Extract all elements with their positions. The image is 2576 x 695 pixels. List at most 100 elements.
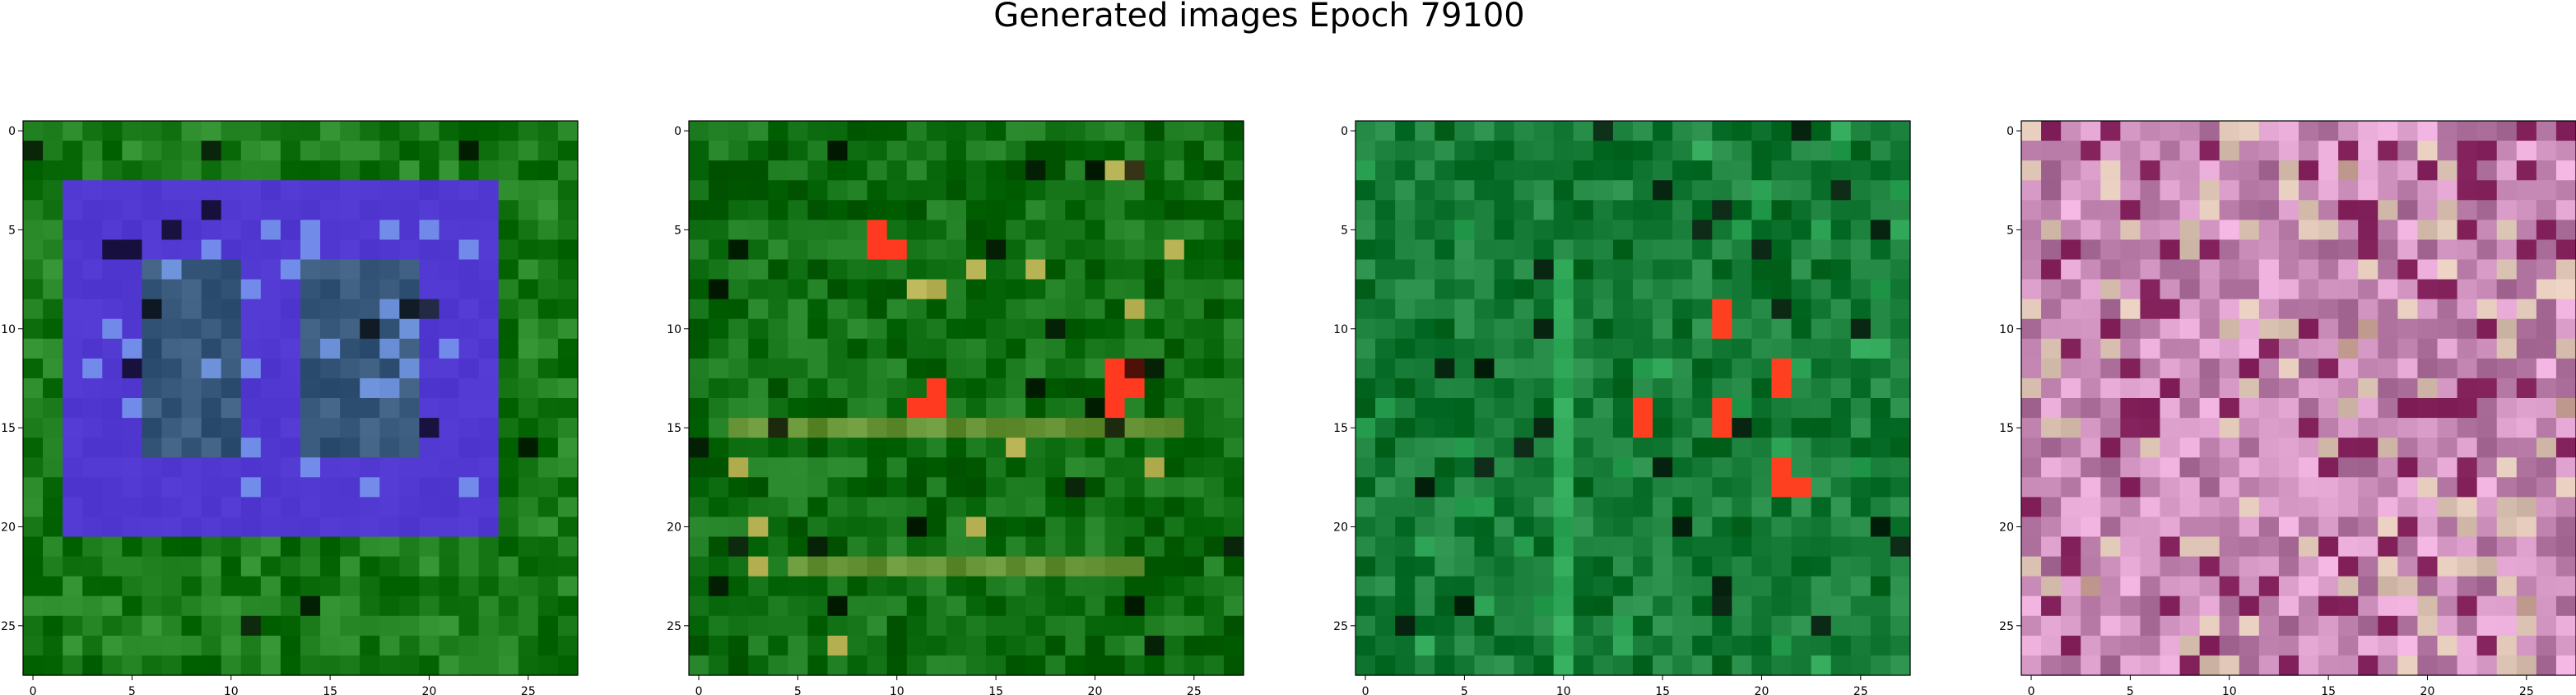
pixel: [728, 615, 749, 637]
pixel: [537, 318, 559, 340]
pixel: [2338, 121, 2359, 141]
pixel: [2120, 239, 2141, 261]
pixel: [2021, 536, 2042, 558]
pixel: [1454, 200, 1476, 220]
pixel: [478, 457, 500, 478]
pixel: [2160, 418, 2181, 438]
pixel: [2061, 497, 2081, 518]
pixel: [1692, 438, 1713, 458]
pixel: [748, 200, 769, 220]
pixel: [728, 655, 749, 676]
pixel: [768, 595, 788, 617]
pixel: [768, 497, 788, 518]
pixel: [498, 338, 519, 359]
pixel: [221, 595, 242, 617]
pixel: [2199, 358, 2220, 379]
pixel: [2219, 141, 2240, 161]
pixel: [2061, 220, 2081, 241]
pixel: [2417, 239, 2439, 261]
pixel: [458, 200, 480, 220]
pixel: [1183, 635, 1205, 656]
pixel: [1612, 338, 1634, 359]
pixel: [1025, 259, 1046, 280]
pixel: [1183, 438, 1205, 458]
pixel: [1612, 477, 1634, 498]
pixel: [1085, 180, 1106, 201]
pixel: [2140, 259, 2161, 280]
pixel: [827, 141, 849, 161]
pixel: [946, 141, 967, 161]
pixel: [1692, 180, 1713, 201]
pixel: [2338, 536, 2359, 558]
pixel: [2476, 299, 2498, 320]
pixel: [709, 635, 729, 656]
pixel: [2179, 615, 2201, 637]
pixel: [2061, 595, 2081, 617]
pixel: [1494, 477, 1515, 498]
pixel: [1494, 497, 1515, 518]
pixel: [2100, 536, 2121, 558]
pixel: [102, 457, 123, 478]
pixel: [2318, 378, 2339, 399]
pixel: [2555, 536, 2576, 558]
pixel: [102, 279, 123, 300]
pixel: [1514, 299, 1535, 320]
pixel: [2457, 497, 2478, 518]
pixel: [1514, 418, 1535, 438]
pixel: [1494, 160, 1515, 181]
pixel: [768, 655, 788, 676]
pixel: [1672, 576, 1693, 597]
pixel: [1811, 121, 1832, 141]
pixel: [1223, 457, 1244, 478]
pixel: [2239, 378, 2260, 399]
pixel: [2338, 595, 2359, 617]
pixel: [221, 536, 242, 558]
pixel: [2061, 318, 2081, 340]
pixel: [2378, 200, 2398, 220]
pixel: [1434, 239, 1455, 261]
pixel: [1672, 299, 1693, 320]
pixel: [1533, 378, 1555, 399]
pixel: [1890, 398, 1911, 419]
pixel: [2536, 438, 2557, 458]
pixel: [2021, 615, 2042, 637]
pixel: [260, 517, 281, 538]
pixel: [399, 418, 421, 438]
pixel: [1415, 358, 1435, 379]
pixel: [1653, 418, 1673, 438]
pixel: [142, 160, 163, 181]
pixel: [221, 378, 242, 399]
pixel: [847, 279, 868, 300]
pixel: [2338, 517, 2359, 538]
pixel: [2318, 615, 2339, 637]
pixel: [419, 457, 440, 478]
pixel: [1045, 536, 1066, 558]
pixel: [1203, 338, 1225, 359]
pixel: [2278, 259, 2299, 280]
pixel: [2536, 220, 2557, 241]
pixel: [2041, 259, 2062, 280]
pixel: [2160, 121, 2181, 141]
pixel: [2358, 457, 2378, 478]
pixel: [1811, 517, 1832, 538]
pixel: [537, 635, 559, 656]
pixel: [788, 318, 809, 340]
pixel: [221, 438, 242, 458]
pixel: [1553, 615, 1574, 637]
pixel: [1672, 160, 1693, 181]
pixel: [2476, 259, 2498, 280]
pixel: [2476, 655, 2498, 676]
pixel: [1395, 595, 1416, 617]
pixel: [2160, 259, 2181, 280]
pixel: [320, 318, 341, 340]
pixel: [926, 259, 947, 280]
pixel: [788, 457, 809, 478]
pixel: [1870, 517, 1891, 538]
pixel: [1514, 635, 1535, 656]
pixel: [2516, 477, 2537, 498]
pixel: [478, 180, 500, 201]
pixel: [181, 556, 202, 577]
pixel: [906, 299, 928, 320]
pixel: [2338, 338, 2359, 359]
pixel: [847, 635, 868, 656]
